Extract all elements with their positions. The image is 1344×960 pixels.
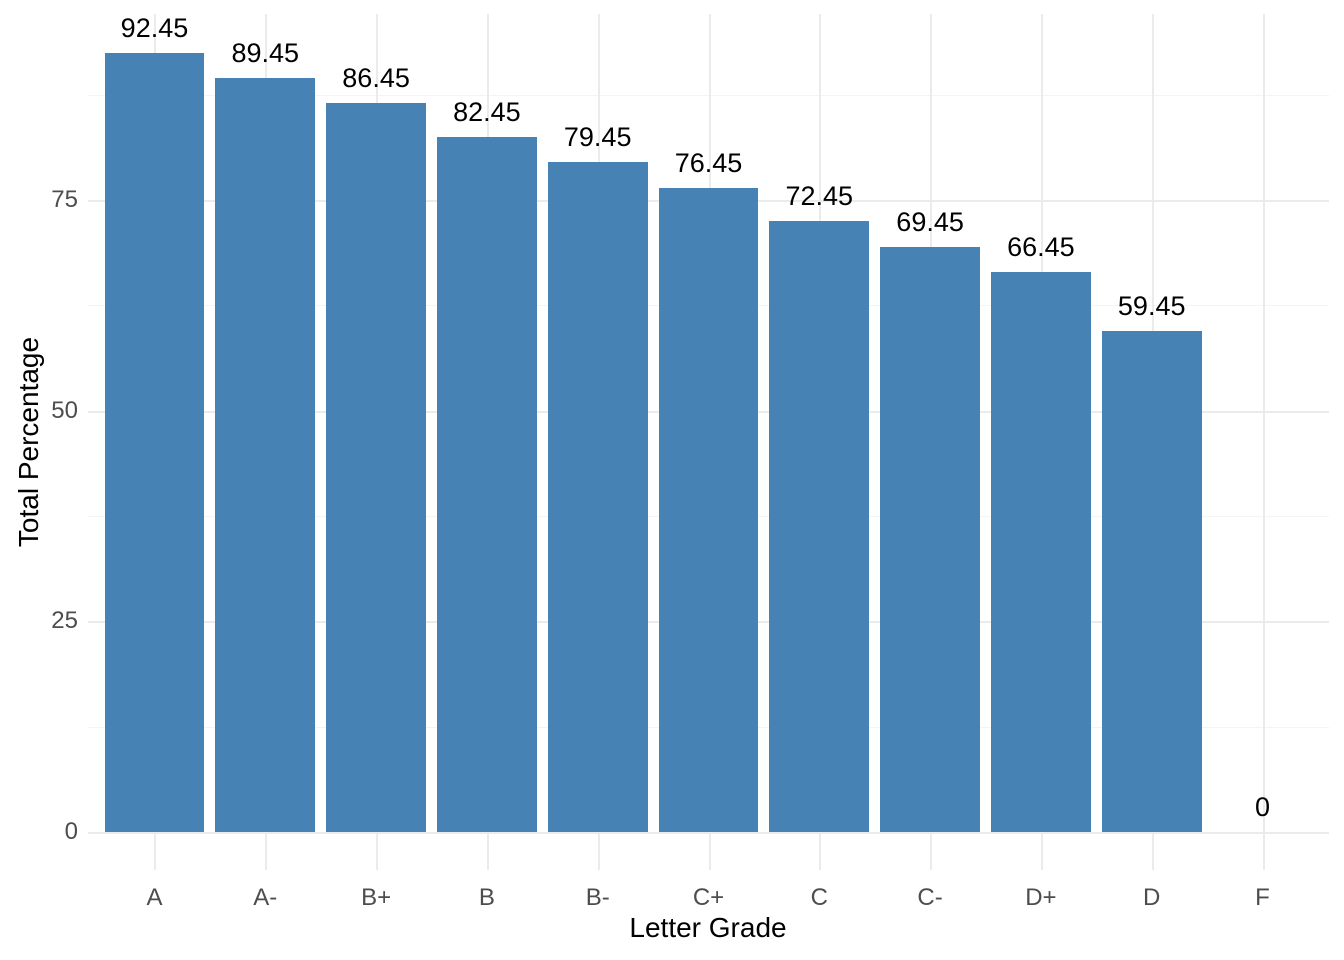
bar-value-label: 72.45 bbox=[785, 181, 854, 212]
x-tick-label-B+: B+ bbox=[361, 884, 392, 911]
bar-value-label: 79.45 bbox=[563, 122, 632, 153]
bar-value-label: 89.45 bbox=[231, 38, 300, 69]
x-tick-label-C-: C- bbox=[917, 884, 943, 911]
bar-B+ bbox=[326, 103, 426, 832]
y-tick-label-50: 50 bbox=[51, 396, 78, 424]
y-tick-label-75: 75 bbox=[51, 185, 78, 213]
bar-C bbox=[769, 221, 870, 832]
plot-panel: 92.45 89.45 86.45 82.45 79.45 76.45 72.45 69.45… bbox=[51, 12, 1329, 911]
x-tick-label-A: A bbox=[146, 884, 163, 911]
bar-C+ bbox=[658, 187, 759, 832]
bar-D bbox=[1101, 331, 1202, 832]
bar-C- bbox=[880, 246, 980, 832]
x-tick-label-D+: D+ bbox=[1025, 884, 1057, 911]
x-tick-label-A-: A- bbox=[253, 884, 278, 911]
x-tick-label-F: F bbox=[1255, 884, 1270, 911]
bar-value-label: 82.45 bbox=[453, 97, 521, 128]
x-gridline bbox=[1262, 14, 1265, 870]
y-tick-label-25: 25 bbox=[51, 607, 78, 635]
bar-value-label: 66.45 bbox=[1007, 232, 1075, 263]
bar-value-label: 92.45 bbox=[120, 12, 189, 43]
bar-A- bbox=[215, 78, 316, 832]
x-tick-label-B: B bbox=[478, 884, 495, 911]
x-tick-label-B-: B- bbox=[585, 884, 610, 911]
bar-value-label: 69.45 bbox=[896, 206, 964, 237]
bar-value-label: 0 bbox=[1255, 792, 1271, 822]
bar-B- bbox=[547, 162, 648, 832]
y-axis-title: Total Percentage bbox=[13, 336, 44, 548]
x-tick-label-C+: C+ bbox=[692, 884, 725, 911]
bar-value-label: 86.45 bbox=[342, 63, 410, 94]
bar-value-label: 59.45 bbox=[1117, 291, 1186, 321]
bar-D+ bbox=[991, 272, 1091, 832]
y-tick-label-0: 0 bbox=[64, 818, 78, 845]
x-tick-label-D: D bbox=[1143, 884, 1161, 911]
bar-value-label: 76.45 bbox=[674, 147, 743, 178]
bar-A bbox=[104, 52, 205, 832]
x-tick-label-C: C bbox=[810, 884, 828, 911]
bar-B bbox=[437, 137, 537, 832]
x-axis-title: Letter Grade bbox=[629, 912, 787, 943]
